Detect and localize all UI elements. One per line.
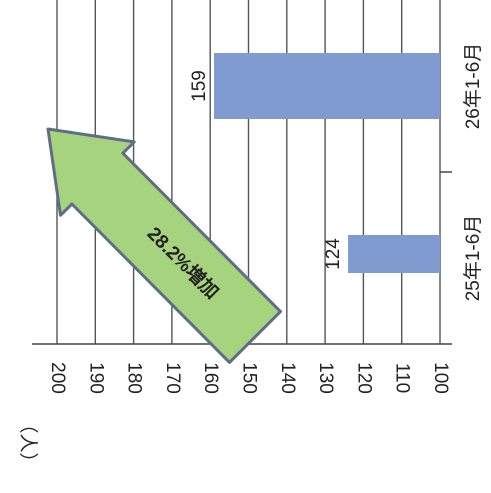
- tick-label-180: 180: [124, 362, 145, 394]
- tick-label-120: 120: [353, 362, 374, 394]
- tick-label-130: 130: [315, 362, 336, 394]
- category-labels: 26年1-6月 25年1-6月: [462, 43, 484, 302]
- bar-0: [214, 53, 440, 119]
- tick-label-170: 170: [162, 362, 183, 394]
- tick-label-100: 100: [430, 362, 451, 394]
- tick-label-160: 160: [200, 362, 221, 394]
- tick-label-190: 190: [85, 362, 106, 394]
- category-label-1: 25年1-6月: [462, 215, 484, 302]
- growth-arrow-shape: [46, 127, 282, 364]
- bars: [214, 53, 440, 273]
- bar-1: [348, 235, 440, 273]
- data-label-1: 124: [323, 238, 344, 270]
- tick-label-110: 110: [392, 363, 413, 393]
- tick-label-140: 140: [277, 362, 298, 394]
- data-labels: 159 124: [189, 70, 344, 270]
- tick-label-150: 150: [238, 362, 259, 394]
- tick-label-200: 200: [47, 362, 68, 394]
- unit-label: （人）: [17, 414, 39, 471]
- value-tick-labels: 100 110 120 130 140 150 160 170 180 190 200: [47, 362, 451, 394]
- category-label-0: 26年1-6月: [462, 43, 484, 130]
- growth-arrow: 28.2%増加: [46, 127, 282, 364]
- data-label-0: 159: [189, 70, 210, 102]
